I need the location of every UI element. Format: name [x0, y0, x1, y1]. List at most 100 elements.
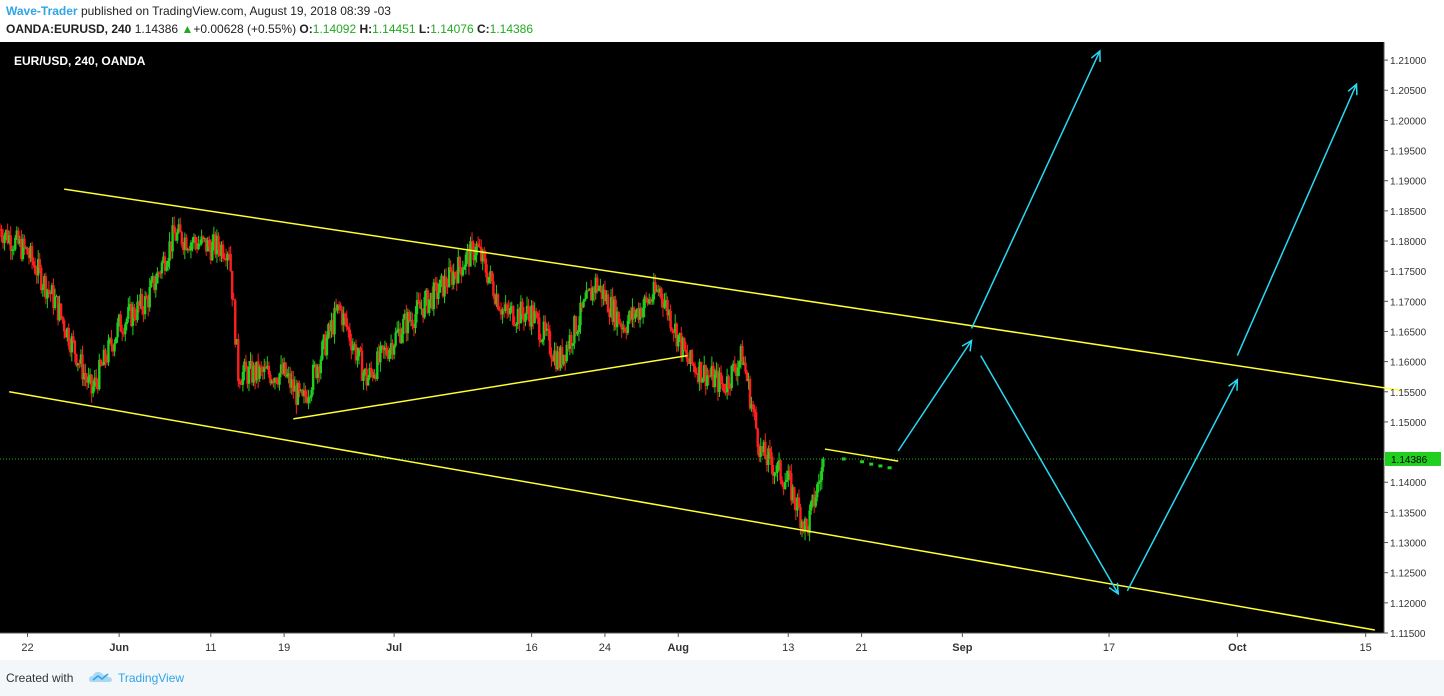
candle-body [234, 300, 237, 345]
candle-body [209, 246, 213, 261]
created-with-label: Created with [6, 671, 74, 685]
candle-body [799, 507, 802, 528]
candle-body [518, 308, 521, 324]
candle-body [179, 224, 182, 233]
plot-area[interactable] [0, 42, 1384, 633]
candle-body [596, 277, 599, 291]
candle-body [768, 448, 772, 453]
time-tick-label: 19 [278, 642, 290, 654]
candle-body [191, 242, 194, 244]
candle-body [353, 344, 356, 347]
candle-body [264, 366, 268, 369]
candle-body [276, 382, 280, 385]
candle-body [764, 441, 767, 460]
candle-body [774, 472, 778, 474]
candle-body [197, 244, 200, 250]
candle-body [716, 370, 720, 393]
candle-body [492, 281, 495, 297]
time-axis[interactable] [0, 633, 1444, 660]
candle-body [602, 289, 605, 300]
candle-body [382, 345, 385, 351]
candle-body [783, 482, 787, 489]
candle-body [227, 253, 231, 255]
candle-body [324, 334, 327, 356]
candle-body [790, 473, 793, 501]
candle-body [533, 311, 536, 323]
candle-body [125, 318, 128, 325]
tradingview-link[interactable]: TradingView [118, 671, 185, 685]
candle-body [793, 487, 796, 504]
candle-body [771, 465, 775, 476]
candle-body [476, 243, 480, 247]
candle-body [263, 366, 266, 373]
candle-body [641, 307, 645, 318]
time-tick-label: Sep [952, 642, 972, 654]
candle-body [458, 257, 462, 268]
candle-body [72, 336, 75, 341]
candle-body [811, 494, 814, 502]
candle-body [11, 249, 14, 251]
candle-body [58, 303, 61, 321]
price-axis[interactable] [1384, 42, 1444, 633]
candle-body [542, 321, 546, 340]
candle-body [530, 305, 533, 327]
candle-body [377, 351, 381, 363]
candle-body [568, 334, 571, 349]
candle-body [473, 255, 477, 261]
candle-body [241, 371, 245, 385]
candle-body [73, 340, 77, 355]
candle-body [400, 334, 403, 343]
candle-body [579, 302, 582, 326]
candle-body [157, 272, 161, 274]
candle-body [678, 333, 681, 336]
candle-body [143, 296, 147, 315]
candle-body [553, 350, 556, 362]
candle-body [658, 288, 662, 293]
candle-body [541, 339, 544, 343]
recent-candle [869, 462, 874, 466]
candle-body [142, 309, 145, 315]
time-tick-label: 17 [1103, 642, 1115, 654]
candle-body [133, 307, 136, 319]
candle-body [580, 302, 584, 308]
candle-body [35, 273, 38, 276]
candle-body [347, 327, 350, 330]
candle-body [736, 367, 740, 376]
candle-body [696, 372, 700, 383]
candle-body [282, 362, 286, 374]
candle-body [719, 372, 723, 383]
price-tick-label: 1.17000 [1390, 297, 1427, 308]
small-wedge-trendline [824, 448, 899, 462]
candle-body [270, 380, 274, 384]
candle-body [677, 335, 680, 347]
candle-body [504, 304, 507, 311]
candle-body [139, 294, 142, 306]
candle-body [43, 276, 46, 288]
candle-body [258, 366, 261, 379]
candle-body [345, 318, 348, 328]
candle-body [693, 365, 697, 373]
author-link[interactable]: Wave-Trader [6, 4, 78, 18]
candle-body [15, 230, 19, 238]
projection-arrow [970, 50, 1101, 329]
price-tick-label: 1.19000 [1390, 177, 1427, 188]
candle-body [194, 236, 197, 243]
candle-body [105, 361, 109, 363]
arrow-head-icon [1108, 582, 1120, 596]
candle-body [666, 300, 669, 316]
candle-body [489, 271, 492, 278]
inner-support-trendline [293, 354, 688, 420]
price-chart[interactable]: 1.21000 1.20500 1.20000 1.19500 1.19000 1.185… [0, 42, 1444, 660]
candle-body [62, 320, 66, 332]
time-tick-label: 15 [1360, 642, 1372, 654]
time-tick-label: 21 [855, 642, 867, 654]
candle-body [95, 377, 98, 383]
candle-body [745, 371, 749, 381]
candle-body [301, 389, 304, 396]
price-tick-label: 1.16500 [1390, 327, 1427, 338]
candle-body [556, 351, 559, 370]
candle-body [525, 305, 529, 314]
candle-body [61, 316, 64, 321]
candle-body [281, 364, 284, 374]
candle-body [356, 356, 359, 361]
